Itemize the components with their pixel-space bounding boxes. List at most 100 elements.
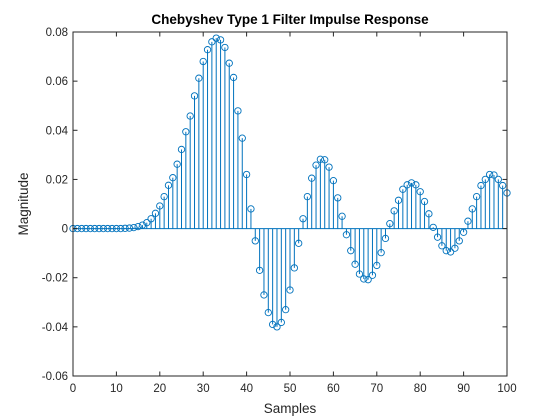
stem-marker	[373, 261, 381, 270]
stem-marker	[364, 276, 372, 284]
stem-marker	[303, 192, 312, 201]
stem-marker	[130, 223, 138, 232]
stem-marker	[329, 177, 338, 185]
stem-marker	[368, 271, 377, 279]
stem-marker	[360, 275, 368, 283]
stem-marker	[403, 181, 411, 189]
stem-marker	[164, 181, 173, 189]
stem-marker	[156, 202, 164, 210]
stem-marker	[212, 34, 220, 42]
stem-marker	[173, 160, 181, 168]
stem-marker	[255, 266, 264, 274]
x-tick-label: 80	[414, 383, 427, 395]
stem-marker	[177, 145, 186, 154]
y-tick-label: -0.04	[42, 322, 69, 334]
x-tick-label: 90	[457, 383, 470, 395]
stem-marker	[260, 291, 268, 299]
y-axis-label: Magnitude	[16, 172, 31, 235]
stem-marker	[295, 239, 303, 247]
y-tick-label: 0.06	[46, 76, 68, 88]
markers-layer	[69, 34, 511, 331]
stem-marker	[446, 248, 455, 256]
stem-marker	[407, 179, 416, 187]
stem-marker	[381, 234, 390, 243]
x-tick-label: 50	[284, 383, 297, 395]
x-axis-label: Samples	[264, 401, 317, 416]
stem-marker	[125, 224, 134, 232]
stem-marker	[234, 107, 242, 115]
stem-marker	[104, 224, 112, 233]
stem-marker	[208, 38, 216, 46]
stem-marker	[425, 210, 433, 218]
x-tick-label: 60	[327, 383, 340, 395]
stem-marker	[186, 112, 194, 120]
stem-marker	[477, 181, 485, 190]
stem-marker	[121, 224, 129, 232]
stem-marker	[394, 196, 403, 204]
stem-marker	[229, 73, 238, 82]
stem-marker	[251, 237, 259, 245]
stem-marker	[342, 231, 351, 239]
stem-marker	[91, 224, 99, 233]
stem-marker	[472, 192, 481, 201]
x-tick-label: 20	[153, 383, 166, 395]
stem-marker	[160, 192, 168, 201]
y-tick-label: 0.08	[46, 27, 68, 39]
stem-marker	[334, 194, 342, 202]
stem-marker	[134, 222, 142, 231]
y-tick-label: -0.06	[42, 371, 68, 383]
stem-marker	[481, 175, 489, 184]
stem-marker	[264, 308, 272, 317]
stem-marker	[195, 74, 203, 82]
stem-marker	[429, 223, 437, 231]
stem-marker	[494, 175, 502, 184]
stem-marker	[412, 181, 420, 189]
stem-marker	[438, 242, 446, 250]
stem-marker	[355, 270, 364, 278]
stem-marker	[290, 264, 298, 272]
stem-marker	[216, 36, 225, 44]
stem-marker	[390, 207, 398, 215]
stem-marker	[95, 224, 103, 233]
stem-marker	[82, 224, 90, 233]
stem-marker	[199, 57, 207, 66]
stem-marker	[221, 43, 229, 52]
stem-marker	[277, 318, 285, 327]
stem-marker	[347, 247, 355, 255]
stem-marker	[238, 134, 246, 142]
y-tick-label: 0.04	[46, 125, 69, 137]
stem-marker	[182, 128, 190, 136]
y-tick-label: 0.02	[46, 174, 68, 186]
stem-marker	[78, 224, 86, 233]
stem-marker	[169, 174, 177, 182]
chart-title: Chebyshev Type 1 Filter Impulse Response	[151, 12, 429, 27]
stem-marker	[420, 197, 429, 206]
stem-marker	[112, 224, 121, 233]
stem-marker	[247, 205, 255, 213]
stem-marker	[377, 249, 385, 257]
stem-marker	[351, 260, 359, 268]
stem-marker	[268, 320, 277, 329]
stem-marker	[464, 217, 472, 225]
x-tick-label: 10	[110, 383, 123, 395]
stem-marker	[455, 237, 463, 245]
stem-marker	[490, 171, 498, 179]
y-tick-label: 0	[62, 224, 68, 236]
x-tick-label: 70	[370, 383, 383, 395]
stem-marker	[312, 161, 320, 169]
stem-marker	[316, 155, 325, 163]
stem-marker	[399, 185, 407, 193]
x-tick-label: 30	[197, 383, 210, 395]
stem-marker	[108, 224, 116, 233]
stem-marker	[143, 219, 151, 227]
stem-marker	[325, 163, 333, 171]
stem-marker	[321, 156, 329, 164]
stem-marker	[282, 306, 290, 314]
stem-marker	[242, 170, 251, 179]
stem-marker	[117, 224, 125, 233]
x-axis-ticks: 0 10 20 30 40 50 60 70 80 90 100	[70, 32, 517, 395]
stem-marker	[499, 181, 507, 190]
stem-marker	[308, 174, 316, 182]
stem-marker	[86, 224, 95, 233]
